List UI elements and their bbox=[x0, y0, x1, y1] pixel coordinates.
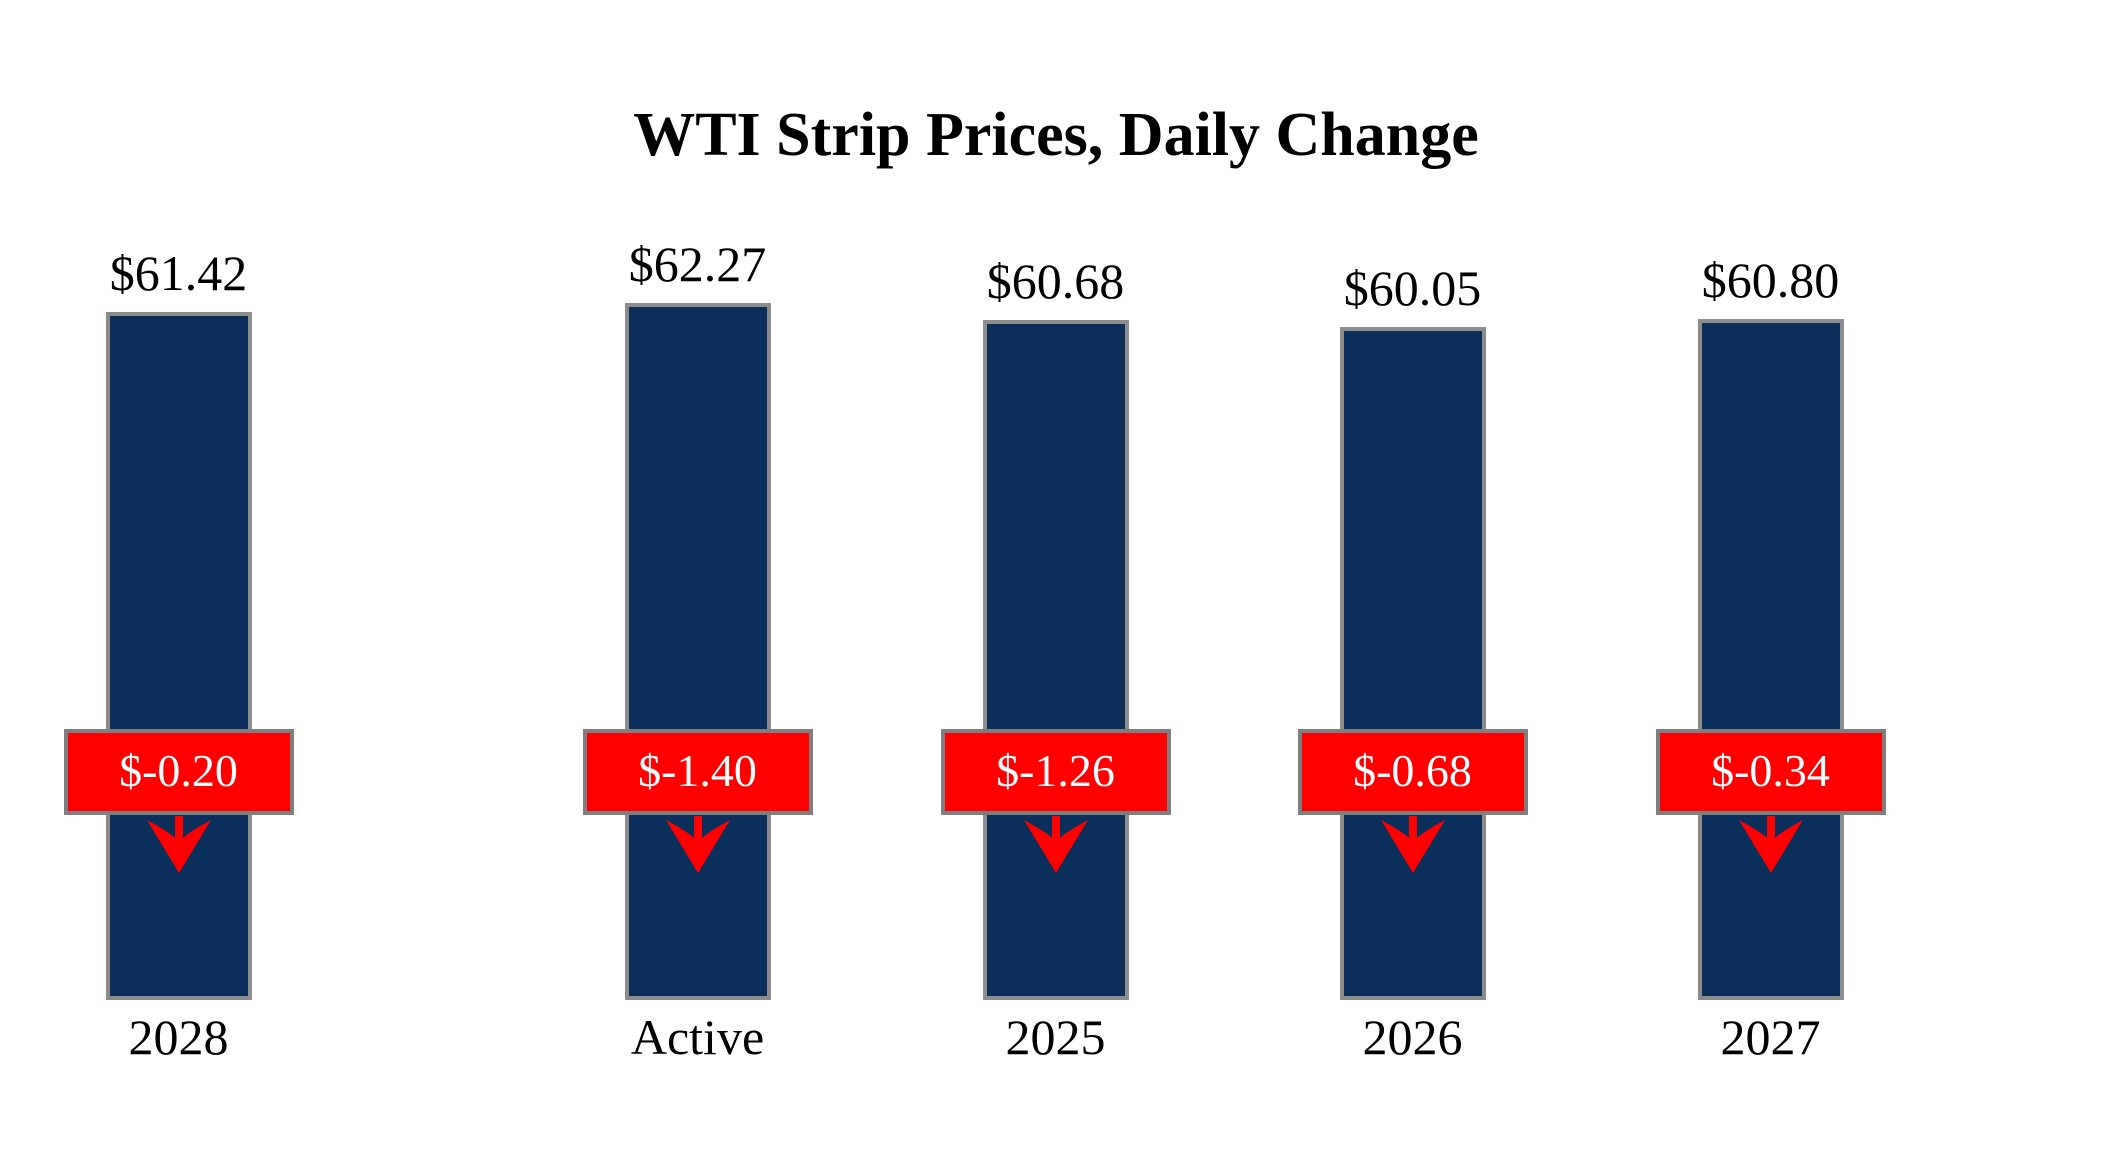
bar bbox=[105, 312, 252, 1000]
chart-column-2025: $60.68 $-1.26 2025 bbox=[877, 0, 1234, 1152]
daily-change-badge: $-0.20 bbox=[63, 729, 294, 815]
category-label: 2027 bbox=[1720, 1009, 1821, 1065]
down-arrow-icon bbox=[662, 816, 734, 874]
chart-column-active: $62.27 $-1.40 Active bbox=[519, 0, 876, 1152]
category-label: 2028 bbox=[128, 1009, 229, 1065]
chart-column-2026: $60.05 $-0.68 2026 bbox=[1234, 0, 1591, 1152]
down-arrow-icon bbox=[1020, 816, 1092, 874]
price-label: $60.05 bbox=[1343, 260, 1482, 316]
price-label: $60.80 bbox=[1701, 252, 1840, 308]
down-arrow-icon bbox=[143, 816, 215, 874]
daily-change-badge: $-1.40 bbox=[582, 729, 813, 815]
bar bbox=[982, 320, 1129, 1000]
price-label: $61.42 bbox=[109, 245, 248, 301]
price-label: $62.27 bbox=[628, 236, 767, 292]
bar bbox=[1339, 327, 1486, 1000]
chart-column-2027: $60.80 $-0.34 2027 bbox=[1592, 0, 1949, 1152]
category-label: 2025 bbox=[1005, 1009, 1106, 1065]
category-label: Active bbox=[630, 1009, 765, 1065]
chart-column-2028: $61.42 $-0.20 2028 bbox=[0, 0, 357, 1152]
down-arrow-icon bbox=[1377, 816, 1449, 874]
daily-change-badge: $-0.68 bbox=[1297, 729, 1528, 815]
price-label: $60.68 bbox=[986, 253, 1125, 309]
category-label: 2026 bbox=[1362, 1009, 1463, 1065]
bar bbox=[624, 303, 771, 1000]
down-arrow-icon bbox=[1735, 816, 1807, 874]
bar bbox=[1697, 319, 1844, 1000]
daily-change-badge: $-1.26 bbox=[940, 729, 1171, 815]
chart-title: WTI Strip Prices, Daily Change bbox=[633, 101, 1479, 169]
daily-change-badge: $-0.34 bbox=[1655, 729, 1886, 815]
